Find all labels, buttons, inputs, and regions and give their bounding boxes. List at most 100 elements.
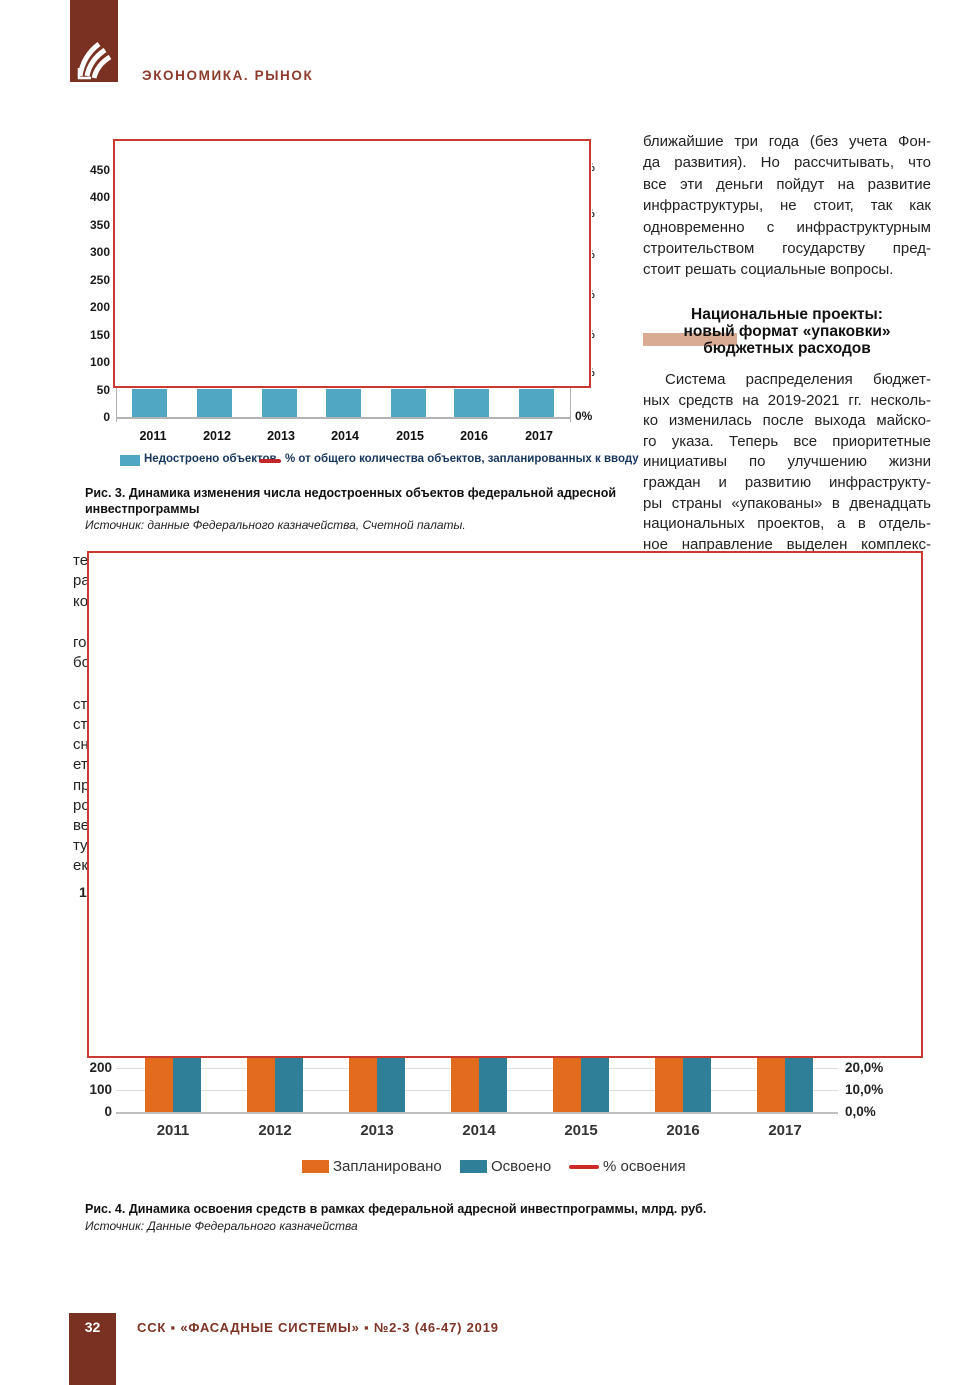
chart1-caption-line1: Рис. 3. Динамика изменения числа недостр… [85,486,617,500]
left-column-text-fragment: ст [73,696,88,713]
chart1-y-tick: 100 [89,355,110,369]
body-text-line: ное направление выделен комплекс- [643,535,931,553]
chart1-left-axis-line [116,388,117,422]
body-text-line: национальных проектов, а в отдель- [643,515,931,533]
chart2-planned-bar-2012 [247,1057,275,1112]
chart2-planned-bar-2016 [655,1057,683,1112]
body-text-line: строительством государству пред- [643,240,931,258]
subheading-line: бюджетных расходов [703,340,871,357]
chart1-right-axis-label-fragment: % [592,208,597,220]
chart2-x-tick: 2013 [360,1122,394,1139]
chart1-caption-line2: инвестпрограммы [85,502,200,516]
chart2-legend-planned-swatch [302,1160,329,1173]
chart1-right-zero-label: 0% [575,409,593,423]
body-text-line: инициативы по улучшению жизни [643,453,931,471]
chart2-x-tick: 2012 [258,1122,292,1139]
chart1-legend-bar-swatch [120,455,140,466]
chart2-planned-bar-2013 [349,1057,377,1112]
body-text-line: граждан и развитию инфраструкту- [643,473,931,491]
chart1-bar-2012 [197,389,232,417]
chart1-baseline [116,417,571,419]
chart2-legend-used-label: Освоено [491,1158,552,1175]
chart1-y-tick: 250 [89,273,110,287]
chart1-right-axis-line [570,388,571,422]
chart2-right-tick: 0,0% [845,1104,876,1119]
body-text-line: все эти деньги пойдут на развитие [643,175,931,193]
subheading-line: Национальные проекты: [691,306,883,323]
chart1-legend-line-swatch [259,459,281,463]
chart2-x-tick: 2016 [666,1122,700,1139]
chart2-x-tick: 2015 [564,1122,598,1139]
chart1-x-tick: 2012 [203,429,231,443]
body-text-line: ближайшие три года (без учета Фон- [643,133,931,150]
left-column-text-fragment: ко [73,593,89,610]
chart1-y-tick: 300 [89,245,110,259]
chart1-x-tick: 2011 [139,429,167,443]
footer-page-block: 32 [69,1313,116,1385]
body-text-line: ко изменилась после выхода майско- [643,412,931,430]
chart2-right-tick: 10,0% [845,1082,884,1097]
chart2-legend-line-label: % освоения [603,1158,686,1175]
right-column-paragraph-1: ближайшие три года (без учета Фон- да ра… [643,131,931,281]
chart2-planned-bar-2011 [145,1057,173,1112]
body-text-line: стоит решать социальные вопросы. [643,261,894,279]
publisher-logo-icon [77,42,112,80]
chart1-x-tick: 2016 [460,429,488,443]
chart2-used-bar-2016 [683,1057,711,1112]
chart2-baseline [116,1112,838,1114]
chart2-y-tick: 200 [89,1060,112,1075]
subheading-line: новый формат «упаковки» [683,323,891,340]
chart2-planned-bar-2017 [757,1057,785,1112]
section-subheading: Национальные проекты: новый формат «упак… [643,306,931,357]
chart2-legend-planned-label: Запланировано [333,1158,442,1175]
body-text-line: одновременно с инфраструктурным [643,218,931,236]
left-column-text-fragment: сн [73,736,89,753]
chart1-y-tick: 0 [103,410,110,424]
body-text-line: ры страны «упакованы» в двенадцать [643,494,931,512]
left-column-text-fragment: те [73,552,89,569]
left-column-text-fragment: ст [73,716,88,733]
left-column-text-fragment: ве [73,817,90,834]
left-column-text-fragment: бо [73,654,90,671]
chart1-right-axis-label-fragment: % [592,162,597,174]
chart1-right-axis-label-fragment: % [592,367,597,379]
left-column-text-fragment: ро [73,797,90,814]
footer-journal-line: ССК ▪ «ФАСАДНЫЕ СИСТЕМЫ» ▪ №2-3 (46-47) … [137,1320,499,1335]
chart1-bar-2013 [262,389,297,417]
chart2-y-tick: 100 [89,1082,112,1097]
body-text-line: да развития). Но рассчитывать, что [643,154,931,172]
chart2-axis-label-fragment: 1 [79,884,87,900]
chart2-y-tick: 0 [104,1104,112,1119]
chart1-source: Источник: данные Федерального казначейст… [85,518,466,532]
chart1-y-tick: 400 [89,190,110,204]
chart2-used-bar-2013 [377,1057,405,1112]
right-column-paragraph-2: Система распределения бюджет- ных средст… [643,370,931,555]
chart2-x-tick: 2017 [768,1122,802,1139]
chart2-planned-bar-2014 [451,1057,479,1112]
body-text-line: инфраструктуры, не стоит, так как [643,197,931,215]
brand-bar [70,0,118,82]
left-column-text-fragment: ет [73,756,88,773]
chart2-x-tick: 2014 [462,1122,496,1139]
chart2-used-bar-2014 [479,1057,507,1112]
chart1-right-axis-label-fragment: % [592,289,597,301]
chart1-right-axis-label-fragment: % [592,249,597,261]
annotation-overlay-chart2 [87,551,923,1058]
chart2-legend-used-swatch [460,1160,487,1173]
chart1-x-tick: 2017 [525,429,553,443]
chart1-y-tick: 150 [89,328,110,342]
section-header: ЭКОНОМИКА. РЫНОК [142,68,314,83]
chart1-right-axis-label-fragment: % [592,329,597,341]
chart2-used-bar-2017 [785,1057,813,1112]
chart2-planned-bar-2015 [553,1057,581,1112]
chart1-y-tick: 200 [89,300,110,314]
chart1-bar-2016 [454,389,489,417]
chart2-used-bar-2012 [275,1057,303,1112]
chart2-x-tick: 2011 [156,1122,190,1139]
left-column-text-fragment: пр [73,777,90,794]
chart2-legend-line-swatch [569,1165,599,1169]
heading-highlight-mark [643,333,737,346]
page-number: 32 [84,1319,101,1335]
chart1-bar-2015 [391,389,426,417]
chart1-bar-2011 [132,389,167,417]
